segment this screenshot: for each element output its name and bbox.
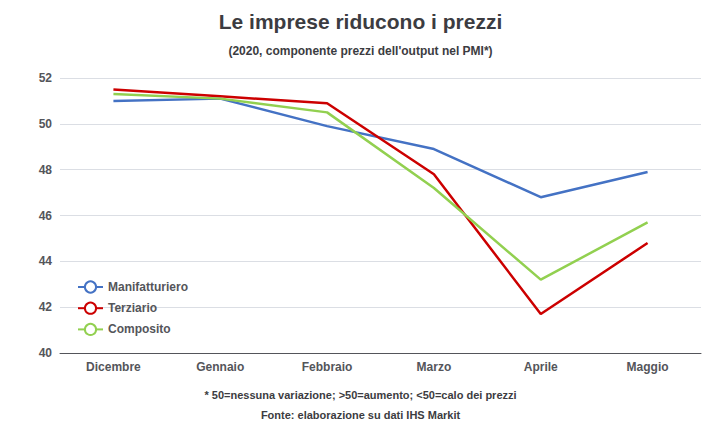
svg-text:Aprile: Aprile [524, 360, 558, 374]
svg-text:Dicembre: Dicembre [86, 360, 141, 374]
svg-text:Fonte: elaborazione su dati IH: Fonte: elaborazione su dati IHS Markit [261, 409, 461, 421]
svg-text:50: 50 [39, 117, 53, 131]
svg-text:Manifatturiero: Manifatturiero [108, 280, 188, 294]
svg-text:(2020, componente prezzi dell': (2020, componente prezzi dell'output nel… [228, 44, 492, 58]
svg-text:Gennaio: Gennaio [196, 360, 244, 374]
svg-text:48: 48 [39, 163, 53, 177]
svg-text:40: 40 [39, 346, 53, 360]
svg-text:Le imprese riducono i prezzi: Le imprese riducono i prezzi [219, 10, 503, 33]
svg-text:Febbraio: Febbraio [302, 360, 353, 374]
svg-text:* 50=nessuna variazione; >50=a: * 50=nessuna variazione; >50=aumento; <5… [204, 389, 516, 401]
svg-text:46: 46 [39, 209, 53, 223]
svg-text:Composito: Composito [108, 322, 171, 336]
svg-text:44: 44 [39, 254, 53, 268]
svg-text:Terziario: Terziario [108, 301, 157, 315]
svg-text:52: 52 [39, 71, 53, 85]
svg-text:Maggio: Maggio [627, 360, 669, 374]
svg-text:Marzo: Marzo [417, 360, 452, 374]
svg-text:42: 42 [39, 300, 53, 314]
